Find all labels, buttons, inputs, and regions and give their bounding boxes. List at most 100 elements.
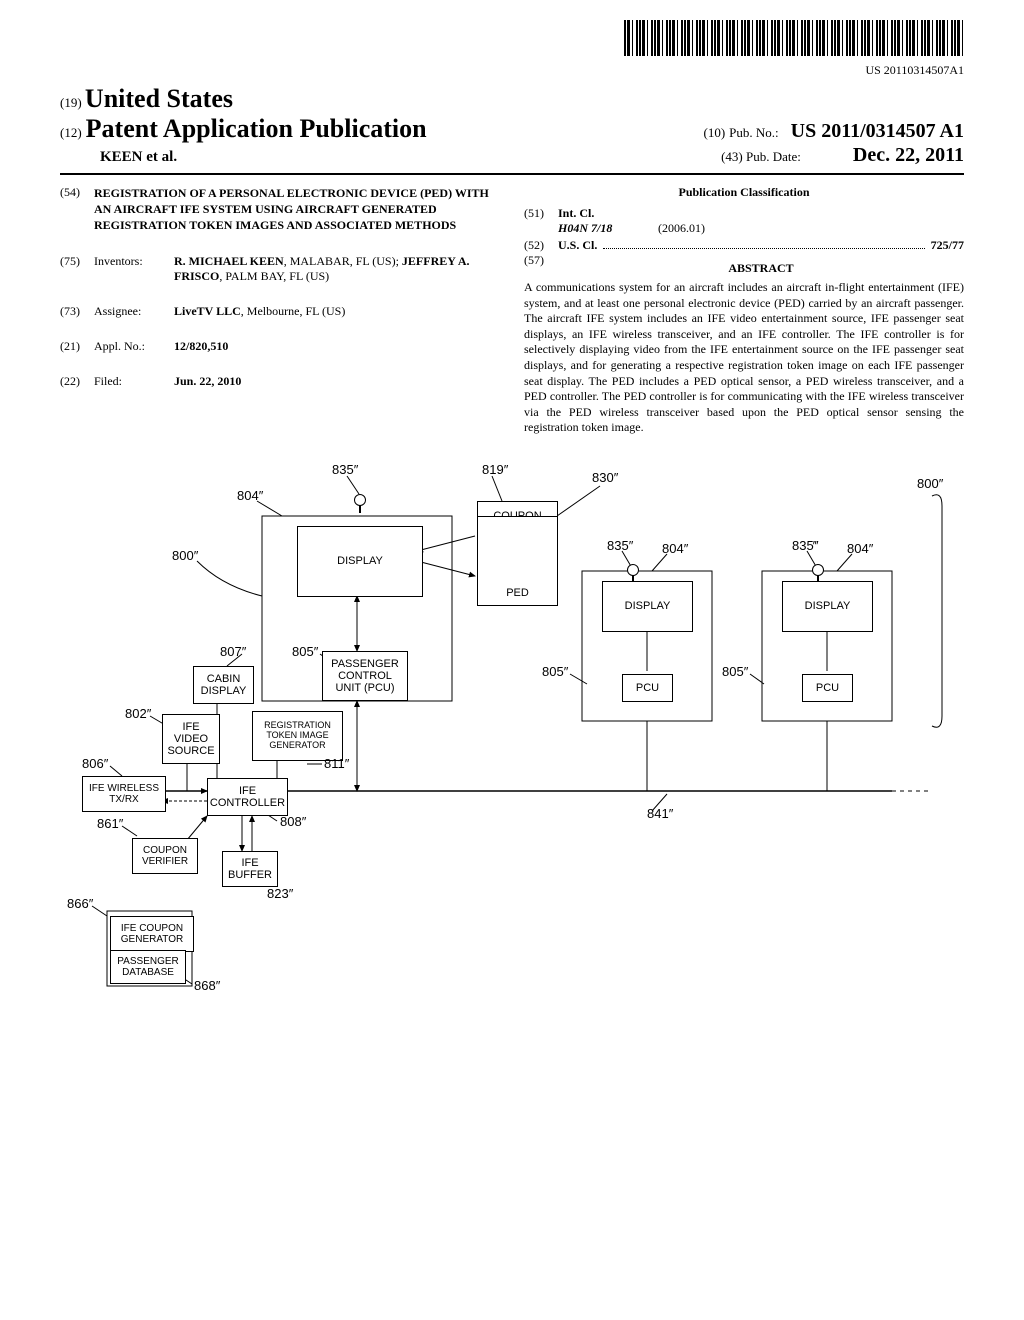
field-10-num: (10) [703, 125, 725, 140]
pub-no-wrap: (10) Pub. No.: US 2011/0314507 A1 [703, 120, 964, 143]
pub-date: Dec. 22, 2011 [853, 144, 964, 166]
field-75-num: (75) [60, 254, 94, 284]
label-835b: 835″ [607, 538, 633, 553]
field-52-label: U.S. Cl. [558, 238, 597, 253]
field-73-label: Assignee: [94, 304, 174, 319]
body-columns: (54) REGISTRATION OF A PERSONAL ELECTRON… [60, 185, 964, 436]
uscl-value: 725/77 [931, 238, 964, 253]
field-73-num: (73) [60, 304, 94, 319]
inventor-1-name: R. MICHAEL KEEN [174, 254, 284, 268]
box-pcu-2: PCU [622, 674, 673, 702]
field-73: (73) Assignee: LiveTV LLC, Melbourne, FL… [60, 304, 500, 319]
abstract-header: ABSTRACT [558, 261, 964, 276]
field-54: (54) REGISTRATION OF A PERSONAL ELECTRON… [60, 185, 500, 234]
publication-title: Patent Application Publication [86, 114, 427, 143]
pub-no-label: Pub. No.: [729, 125, 778, 140]
appl-no: 12/820,510 [174, 339, 500, 354]
field-21-num: (21) [60, 339, 94, 354]
field-57-num: (57) [524, 253, 558, 280]
box-pcu-1: PASSENGER CONTROL UNIT (PCU) [322, 651, 408, 701]
box-ife-coupon-gen: IFE COUPON GENERATOR [110, 916, 194, 952]
field-75-label: Inventors: [94, 254, 174, 284]
box-pcu-3: PCU [802, 674, 853, 702]
label-861: 861″ [97, 816, 123, 831]
filed-date: Jun. 22, 2010 [174, 374, 500, 389]
label-841: 841″ [647, 806, 673, 821]
block-diagram: DISPLAY COUPON PED PASSENGER CONTROL UNI… [62, 456, 962, 1016]
box-ped: PED [477, 516, 558, 606]
assignee-value: LiveTV LLC, Melbourne, FL (US) [174, 304, 500, 319]
label-866: 866″ [67, 896, 93, 911]
country: United States [85, 84, 233, 113]
inventors-value: R. MICHAEL KEEN, MALABAR, FL (US); JEFFR… [174, 254, 500, 284]
barcode-graphic [624, 20, 964, 56]
header-row-3: KEEN et al. (43) Pub. Date: Dec. 22, 201… [60, 144, 964, 175]
header-row-1: (19) United States [60, 84, 964, 114]
pub-date-line: (43) Pub. Date: Dec. 22, 2011 [721, 144, 964, 167]
field-51-label: Int. Cl. [558, 206, 594, 221]
label-819: 819″ [482, 462, 508, 477]
box-display-3: DISPLAY [782, 581, 873, 632]
label-802: 802″ [125, 706, 151, 721]
label-805c: 805″ [722, 664, 748, 679]
field-51: (51) Int. Cl. [524, 206, 964, 221]
doc-header: (19) United States (12) Patent Applicati… [60, 84, 964, 175]
field-51-num: (51) [524, 206, 558, 221]
box-coupon-verifier: COUPON VERIFIER [132, 838, 198, 874]
label-830: 830″ [592, 470, 618, 485]
assignee-loc: , Melbourne, FL (US) [241, 304, 346, 318]
box-display-2: DISPLAY [602, 581, 693, 632]
camera-icon [354, 494, 366, 506]
label-808: 808″ [280, 814, 306, 829]
label-805b: 805″ [542, 664, 568, 679]
dots-leader [603, 248, 924, 249]
label-807: 807″ [220, 644, 246, 659]
field-22-num: (22) [60, 374, 94, 389]
barcode-area: US 20110314507A1 [60, 20, 964, 78]
field-54-num: (54) [60, 185, 94, 234]
field-12-num: (12) [60, 125, 82, 140]
label-811: 811″ [324, 756, 349, 771]
field-52-num: (52) [524, 238, 558, 253]
box-cabin-display: CABIN DISPLAY [193, 666, 254, 704]
field-19-num: (19) [60, 95, 82, 110]
barcode-number: US 20110314507A1 [60, 63, 964, 78]
invention-title: REGISTRATION OF A PERSONAL ELECTRONIC DE… [94, 185, 500, 234]
box-ife-controller: IFE CONTROLLER [207, 778, 288, 816]
label-805a: 805″ [292, 644, 318, 659]
inventor-1-loc: , MALABAR, FL (US); [284, 254, 402, 268]
left-column: (54) REGISTRATION OF A PERSONAL ELECTRON… [60, 185, 500, 436]
right-column: Publication Classification (51) Int. Cl.… [524, 185, 964, 436]
label-804c: 804″ [847, 541, 873, 556]
box-passenger-db: PASSENGER DATABASE [110, 950, 186, 984]
intcl-row: H04N 7/18 (2006.01) [524, 221, 964, 236]
label-835a: 835″ [332, 462, 358, 477]
box-ife-video: IFE VIDEO SOURCE [162, 714, 220, 764]
pub-title-wrap: (12) Patent Application Publication [60, 114, 427, 144]
label-800b: 800″ [172, 548, 198, 563]
pub-no: US 2011/0314507 A1 [791, 120, 964, 142]
box-ife-txrx: IFE WIRELESS TX/RX [82, 776, 166, 812]
box-display-1: DISPLAY [297, 526, 423, 597]
field-22-label: Filed: [94, 374, 174, 389]
intcl-year: (2006.01) [658, 221, 705, 236]
header-row-2: (12) Patent Application Publication (10)… [60, 114, 964, 144]
field-21-label: Appl. No.: [94, 339, 174, 354]
camera-icon [812, 564, 824, 576]
intcl-code: H04N 7/18 [558, 221, 658, 236]
field-43-num: (43) [721, 149, 743, 164]
label-868: 868″ [194, 978, 220, 993]
assignee-name: LiveTV LLC [174, 304, 241, 318]
label-823: 823″ [267, 886, 293, 901]
field-21: (21) Appl. No.: 12/820,510 [60, 339, 500, 354]
inventor-2-loc: , PALM BAY, FL (US) [219, 269, 329, 283]
field-22: (22) Filed: Jun. 22, 2010 [60, 374, 500, 389]
box-ife-buffer: IFE BUFFER [222, 851, 278, 887]
patent-page: US 20110314507A1 (19) United States (12)… [0, 0, 1024, 1056]
camera-icon [627, 564, 639, 576]
classification-header: Publication Classification [524, 185, 964, 200]
pub-date-label: Pub. Date: [746, 149, 801, 164]
authors-header: KEEN et al. [100, 149, 177, 166]
label-806: 806″ [82, 756, 108, 771]
field-75: (75) Inventors: R. MICHAEL KEEN, MALABAR… [60, 254, 500, 284]
